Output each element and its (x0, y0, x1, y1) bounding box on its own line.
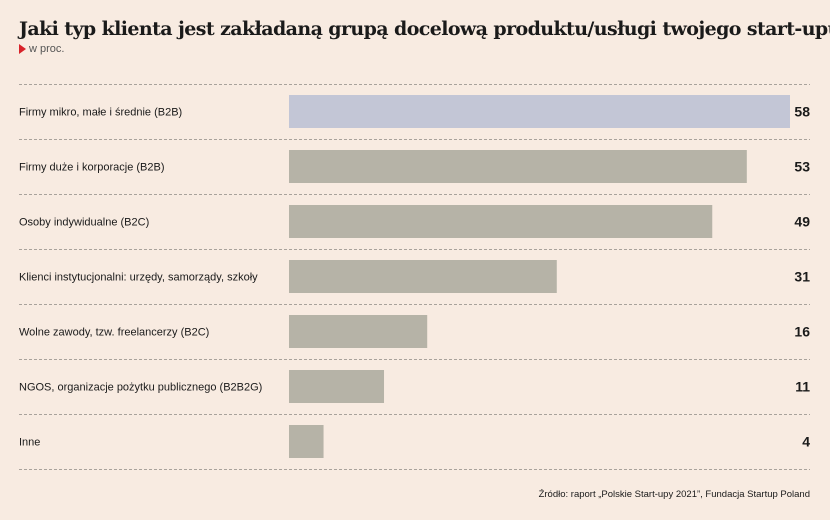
value-label: 4 (802, 434, 810, 450)
value-label: 16 (794, 324, 810, 340)
value-label: 53 (794, 159, 810, 175)
chart-title: Jaki typ klienta jest zakładaną grupą do… (19, 18, 830, 40)
bar (289, 205, 713, 238)
category-label: Firmy mikro, małe i średnie (B2B) (19, 107, 182, 119)
bar (289, 260, 557, 293)
value-label: 49 (794, 214, 810, 230)
triangle-marker-icon (19, 44, 26, 54)
value-label: 11 (795, 379, 810, 395)
category-label: Klienci instytucjonalni: urzędy, samorzą… (19, 272, 258, 284)
value-label: 31 (794, 269, 810, 285)
category-label: Firmy duże i korporacje (B2B) (19, 162, 165, 174)
source-note: Źródło: raport „Polskie Start-upy 2021”,… (538, 489, 810, 500)
category-label: Wolne zawody, tzw. freelancerzy (B2C) (19, 327, 209, 339)
bar (289, 425, 324, 458)
chart-subtitle: w proc. (19, 43, 64, 55)
unit-label: w proc. (29, 43, 65, 55)
bar (289, 150, 747, 183)
category-label: Inne (19, 437, 40, 449)
bar (289, 370, 385, 403)
value-label: 58 (794, 104, 810, 120)
category-label: Osoby indywidualne (B2C) (19, 217, 149, 229)
bar (289, 315, 428, 348)
category-label: NGOS, organizacje pożytku publicznego (B… (19, 382, 262, 394)
bar (289, 95, 790, 128)
